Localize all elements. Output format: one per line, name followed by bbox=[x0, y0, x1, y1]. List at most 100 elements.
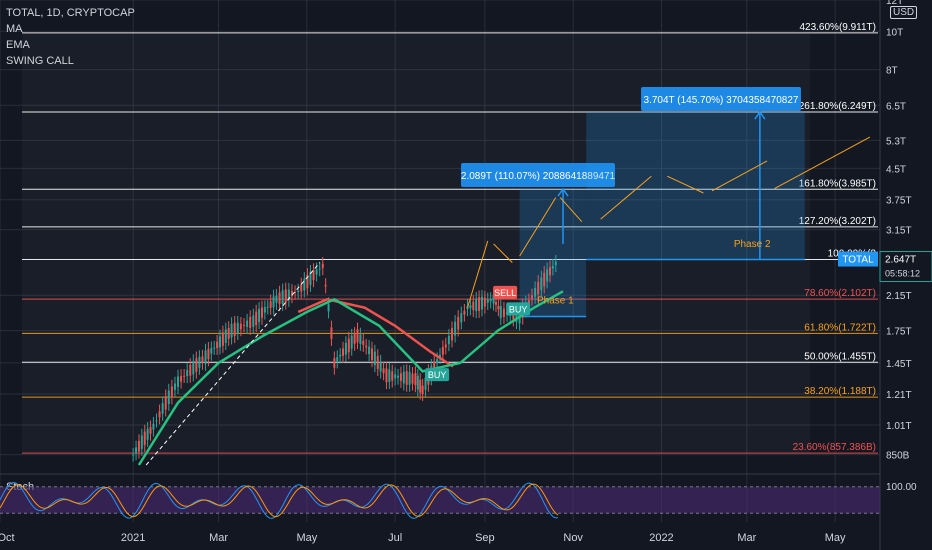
candle-body bbox=[540, 277, 543, 291]
candle-body bbox=[460, 313, 463, 323]
stoch-tick: 100.00 bbox=[886, 482, 917, 493]
candle-body bbox=[370, 348, 373, 361]
candle-body bbox=[198, 356, 201, 368]
candle-body bbox=[221, 332, 224, 346]
candle-body bbox=[230, 323, 233, 338]
candle-body bbox=[278, 292, 281, 304]
candle-body bbox=[499, 306, 502, 319]
candle-body bbox=[272, 296, 275, 308]
buy-signal-box bbox=[425, 368, 450, 382]
buy-signal: BUY bbox=[428, 370, 447, 380]
x-tick-label: Nov bbox=[563, 532, 583, 544]
candle-body bbox=[224, 329, 227, 343]
candle-body bbox=[167, 390, 170, 405]
fib-level-label: 50.00%(1.455T) bbox=[804, 351, 876, 362]
candle-body bbox=[385, 368, 388, 383]
candle-body bbox=[309, 271, 312, 285]
candle-body bbox=[315, 269, 318, 275]
candle-body bbox=[411, 373, 414, 384]
x-tick-label: 2022 bbox=[649, 532, 673, 544]
candle-body bbox=[186, 370, 189, 377]
buy-signal: BUY bbox=[509, 304, 528, 314]
swing-projection-line bbox=[667, 175, 704, 194]
last-price-box bbox=[879, 251, 932, 283]
candle-body bbox=[344, 342, 347, 355]
candle-body bbox=[433, 361, 436, 372]
swing-projection-line bbox=[774, 136, 871, 190]
candle-body bbox=[294, 292, 297, 294]
swing-projection-line bbox=[711, 160, 768, 192]
candle-body bbox=[170, 386, 173, 398]
candle-body bbox=[180, 375, 183, 382]
y-tick-label: 3.15T bbox=[886, 226, 912, 237]
indicator-swing-call[interactable]: SWING CALL bbox=[6, 55, 74, 67]
y-tick-label: 5.3T bbox=[886, 136, 906, 147]
candle-body bbox=[336, 357, 339, 362]
candle-body bbox=[192, 360, 195, 375]
x-tick-label: May bbox=[296, 532, 317, 544]
candle-body bbox=[480, 296, 483, 310]
x-tick-label: Mar bbox=[209, 532, 228, 544]
candle-body bbox=[405, 371, 408, 385]
ema-line bbox=[137, 290, 564, 466]
candle-body bbox=[472, 301, 475, 311]
candle-body bbox=[515, 309, 518, 323]
candle-body bbox=[284, 289, 287, 303]
projection-box bbox=[519, 189, 587, 317]
phase-1-label: Phase 1 bbox=[537, 295, 574, 306]
candle-body bbox=[158, 411, 161, 418]
currency-badge[interactable]: USD bbox=[890, 6, 918, 19]
symbol-tag-box bbox=[838, 251, 878, 267]
candle-body bbox=[475, 298, 478, 312]
x-tick-label: Sep bbox=[475, 532, 495, 544]
candle-body bbox=[137, 440, 140, 452]
candle-body bbox=[527, 300, 530, 303]
candle-body bbox=[330, 327, 333, 339]
projection-arrowhead bbox=[557, 187, 569, 197]
candle-body bbox=[204, 350, 207, 364]
x-tick-label: 2021 bbox=[121, 532, 145, 544]
candle-body bbox=[152, 423, 155, 430]
candle-body bbox=[249, 317, 252, 328]
candle-body bbox=[466, 306, 469, 310]
candle-body bbox=[534, 288, 537, 297]
candle-body bbox=[478, 297, 481, 311]
candle-body bbox=[140, 435, 143, 449]
y-tick-label: 1.21T bbox=[886, 390, 912, 401]
candle-body bbox=[353, 333, 356, 344]
candle-body bbox=[195, 358, 198, 372]
candle-body bbox=[233, 322, 236, 336]
fib-level-label: 261.80%(6.249T) bbox=[799, 101, 876, 112]
candle-body bbox=[365, 345, 368, 348]
fib-level-label: 78.60%(2.102T) bbox=[804, 288, 876, 299]
candle-body bbox=[454, 321, 457, 336]
projection-label: 2.089T (110.07%) 2088641889471 bbox=[461, 171, 616, 182]
candle-body bbox=[333, 358, 336, 368]
trendline-dashed bbox=[145, 262, 321, 466]
candle-body bbox=[252, 315, 255, 327]
candle-body bbox=[300, 284, 303, 292]
swing-projection-line bbox=[493, 243, 513, 263]
candle-body bbox=[441, 347, 444, 355]
sell-signal: SELL bbox=[494, 288, 516, 298]
candle-body bbox=[324, 284, 327, 287]
indicator-ma[interactable]: MA bbox=[6, 23, 23, 35]
projection-label-box bbox=[461, 163, 615, 187]
y-tick-label: 10T bbox=[886, 27, 903, 38]
indicator-ema[interactable]: EMA bbox=[6, 39, 30, 51]
swing-projection-line bbox=[519, 197, 557, 257]
candle-body bbox=[394, 374, 397, 379]
symbol-title: TOTAL, 1D, CRYPTOCAP bbox=[6, 7, 135, 19]
candle-body bbox=[356, 329, 359, 343]
candle-body bbox=[469, 305, 472, 309]
candle-body bbox=[414, 373, 417, 386]
candle-body bbox=[382, 368, 385, 374]
candle-body bbox=[297, 290, 300, 293]
candle-body bbox=[362, 340, 365, 345]
candle-body bbox=[359, 334, 362, 344]
candle-body bbox=[531, 295, 534, 299]
candle-body bbox=[146, 428, 149, 440]
y-tick-label: 4.5T bbox=[886, 164, 906, 175]
candle-body bbox=[135, 447, 138, 454]
